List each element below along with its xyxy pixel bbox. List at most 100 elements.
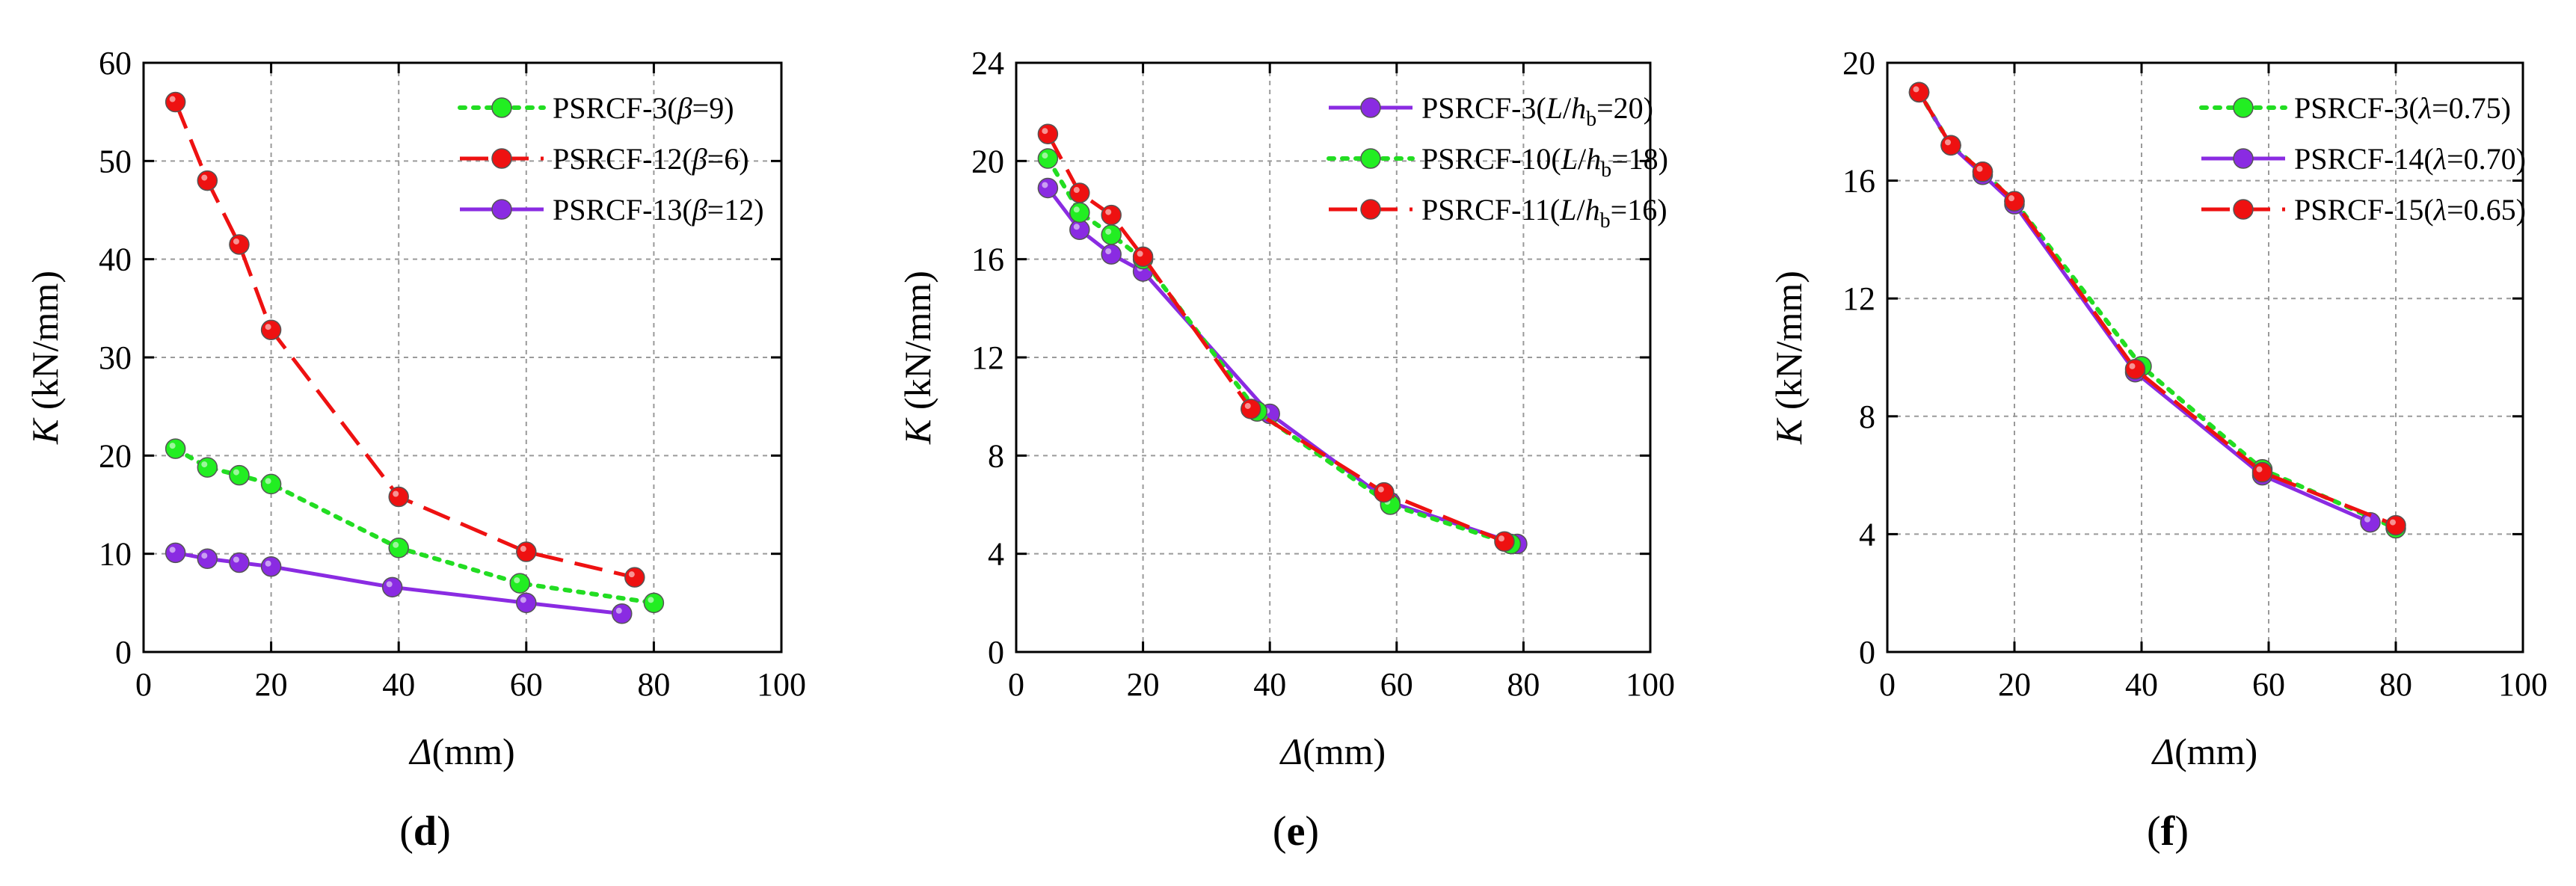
legend-marker <box>491 97 512 118</box>
data-point-highlight <box>1105 228 1112 235</box>
data-point <box>1037 177 1059 199</box>
data-point <box>1069 182 1090 203</box>
y-tick-label: 8 <box>988 437 1004 474</box>
legend-label-run: PSRCF-14( <box>2294 142 2434 176</box>
data-point-highlight <box>169 443 176 449</box>
data-point <box>1101 224 1122 245</box>
x-axis-symbol: Δ <box>408 730 431 772</box>
legend-marker <box>2233 97 2254 118</box>
legend-label-run: h <box>1586 142 1601 176</box>
x-tick-label: 0 <box>1008 666 1024 703</box>
data-point-highlight <box>520 546 526 553</box>
data-point-highlight <box>386 581 393 588</box>
data-point <box>1101 244 1122 265</box>
data-point-highlight <box>1073 224 1080 230</box>
x-axis-unit: (mm) <box>2174 730 2257 772</box>
data-point <box>1069 219 1090 241</box>
data-point-highlight <box>1945 139 1951 146</box>
legend-label-run: β <box>677 91 692 125</box>
x-tick-label: 40 <box>382 666 415 703</box>
y-tick-label: 20 <box>971 143 1004 179</box>
data-point <box>2385 514 2406 536</box>
legend-label-run: =0.65) <box>2447 193 2526 227</box>
panel-label-paren: ) <box>1305 808 1319 855</box>
y-tick-label: 4 <box>988 536 1004 573</box>
x-axis-unit: (mm) <box>432 730 515 772</box>
y-tick-label: 0 <box>1859 634 1875 671</box>
data-point <box>165 91 186 113</box>
chart-panel-d: 0 20 40 60 80 1000102030405060PSRCF-3(β=9)PSR… <box>24 45 806 855</box>
x-axis-symbol: Δ <box>2151 730 2174 772</box>
x-axis-symbol: Δ <box>1279 730 1303 772</box>
data-point <box>197 548 218 569</box>
legend-marker <box>1360 199 1381 220</box>
legend-label-run: / <box>1563 91 1572 125</box>
panel-label-letter: d <box>414 808 437 855</box>
data-point <box>624 567 645 588</box>
legend-label-run: b <box>1586 108 1596 131</box>
panel-label-letter: f <box>2161 808 2176 855</box>
legend-label: PSRCF-3(β=9) <box>553 91 734 125</box>
y-tick-label: 30 <box>99 339 132 376</box>
x-tick-label: 20 <box>1998 666 2031 703</box>
data-point-highlight <box>2256 466 2263 473</box>
legend-marker <box>491 148 512 169</box>
legend-label-run: =12) <box>707 193 764 227</box>
x-tick-label: 0 <box>1879 666 1896 703</box>
panel-label-paren: ) <box>2174 808 2189 855</box>
data-point <box>165 438 186 459</box>
data-point <box>381 576 403 598</box>
x-tick-label: 80 <box>637 666 670 703</box>
data-point-highlight <box>1042 153 1048 159</box>
data-point <box>1037 123 1059 144</box>
data-point-highlight <box>233 238 239 244</box>
legend-label: PSRCF-11(L/hb=16) <box>1421 193 1667 233</box>
legend-label-run: / <box>1577 193 1586 227</box>
y-axis-title: K (kN/mm) <box>1768 271 1810 445</box>
y-tick-label: 0 <box>115 634 132 671</box>
data-point <box>612 603 633 624</box>
y-axis-symbol: K <box>897 417 938 445</box>
data-point <box>260 473 282 495</box>
y-tick-label: 50 <box>99 143 132 179</box>
data-point-highlight <box>1244 402 1251 409</box>
y-tick-label: 24 <box>971 45 1004 81</box>
data-point-highlight <box>265 560 271 567</box>
panel-label-paren: ( <box>399 808 414 855</box>
data-point-highlight <box>2390 519 2396 526</box>
y-tick-label: 10 <box>99 536 132 573</box>
y-axis-title: K (kN/mm) <box>897 271 938 445</box>
y-tick-label: 12 <box>1842 280 1875 317</box>
data-point-highlight <box>2364 516 2370 523</box>
x-tick-label: 40 <box>2125 666 2158 703</box>
y-axis-unit: (kN/mm) <box>1768 271 1810 419</box>
data-point-highlight <box>1042 128 1048 135</box>
y-axis-symbol: K <box>24 417 66 445</box>
data-point <box>388 486 409 508</box>
legend-label: PSRCF-13(β=12) <box>553 193 764 227</box>
data-point-highlight <box>1913 86 1919 93</box>
data-point-highlight <box>1073 187 1080 194</box>
legend-label-run: h <box>1571 91 1586 125</box>
legend-label-run: λ <box>2433 142 2447 176</box>
legend-marker <box>1360 148 1381 169</box>
y-axis-unit: (kN/mm) <box>24 271 66 419</box>
plot-frame <box>142 61 783 653</box>
y-tick-label: 40 <box>99 242 132 278</box>
legend-label-run: / <box>1578 142 1587 176</box>
legend-label-run: b <box>1600 209 1611 233</box>
y-tick-label: 0 <box>988 634 1004 671</box>
legend-label-run: β <box>692 142 707 176</box>
data-point-highlight <box>520 597 526 603</box>
data-point-highlight <box>169 547 176 553</box>
data-point-highlight <box>1105 209 1112 215</box>
y-axis-title: K (kN/mm) <box>24 271 66 445</box>
x-tick-label: 40 <box>1253 666 1286 703</box>
data-point <box>2004 191 2025 212</box>
legend-label-run: λ <box>2433 193 2447 227</box>
legend-label-run: L <box>1559 193 1576 227</box>
legend-label-run: =6) <box>707 142 749 176</box>
y-tick-label: 16 <box>1842 163 1875 200</box>
data-point-highlight <box>233 556 239 563</box>
data-point-highlight <box>265 324 271 330</box>
